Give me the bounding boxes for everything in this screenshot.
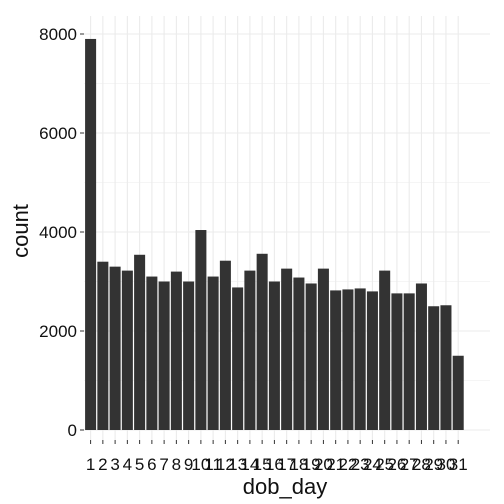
x-tick-label: 16 [265, 455, 284, 474]
x-tick-label: 21 [326, 455, 345, 474]
x-tick-label: 28 [412, 455, 431, 474]
x-tick-label: 23 [351, 455, 370, 474]
bar-6 [146, 276, 158, 430]
bar-11 [207, 276, 219, 430]
bar-8 [170, 271, 182, 430]
x-axis-title: dob_day [243, 474, 327, 499]
bar-23 [354, 288, 366, 430]
x-tick-label: 27 [400, 455, 419, 474]
bar-13 [232, 287, 244, 430]
x-tick-label: 30 [436, 455, 455, 474]
x-tick-label: 5 [135, 455, 144, 474]
bar-18 [293, 277, 305, 430]
bar-30 [440, 305, 452, 430]
bar-22 [342, 289, 354, 430]
x-tick-label: 25 [375, 455, 394, 474]
bar-2 [97, 261, 109, 430]
x-tick-label: 12 [216, 455, 235, 474]
x-tick-label: 20 [314, 455, 333, 474]
bar-4 [121, 270, 133, 430]
x-tick-label: 26 [387, 455, 406, 474]
bar-31 [452, 355, 464, 430]
bar-10 [195, 230, 207, 430]
x-tick-label: 9 [184, 455, 193, 474]
x-tick-label: 18 [289, 455, 308, 474]
x-tick-label: 29 [424, 455, 443, 474]
bar-25 [379, 270, 391, 430]
x-tick-label: 3 [110, 455, 119, 474]
y-tick-label: 2000 [39, 322, 77, 341]
bar-5 [134, 254, 146, 430]
x-tick-label: 11 [204, 455, 222, 474]
y-tick-label: 6000 [39, 124, 77, 143]
bar-28 [415, 283, 427, 430]
bar-14 [244, 270, 256, 430]
x-tick-label: 8 [172, 455, 181, 474]
bar-9 [183, 281, 195, 430]
bar-19 [305, 283, 317, 430]
x-tick-label: 14 [240, 455, 259, 474]
bar-1 [85, 38, 97, 430]
x-tick-label: 19 [302, 455, 321, 474]
bar-12 [219, 260, 231, 430]
bar-27 [403, 293, 415, 430]
bar-29 [428, 306, 440, 430]
bars-layer [85, 38, 464, 430]
bar-20 [317, 268, 329, 430]
bar-16 [268, 281, 280, 430]
x-tick-label: 13 [228, 455, 247, 474]
bar-15 [256, 253, 268, 430]
bar-24 [366, 291, 378, 430]
x-tick-label: 7 [159, 455, 168, 474]
x-tick-label: 10 [191, 455, 210, 474]
y-tick-label: 8000 [39, 25, 77, 44]
x-tick-label: 2 [98, 455, 107, 474]
bar-7 [158, 281, 170, 430]
x-tick-label: 6 [147, 455, 156, 474]
bar-26 [391, 293, 403, 430]
bar-3 [109, 266, 121, 430]
y-axis-title: count [8, 204, 33, 258]
y-tick-label: 0 [68, 421, 77, 440]
x-tick-label: 22 [338, 455, 357, 474]
bar-21 [330, 290, 342, 430]
bar-17 [281, 268, 293, 430]
x-tick-label: 17 [277, 455, 296, 474]
x-tick-label: 4 [123, 455, 132, 474]
x-tick-label: 24 [363, 455, 382, 474]
y-tick-label: 4000 [39, 223, 77, 242]
x-tick-label: 1 [86, 455, 95, 474]
x-tick-label: 31 [449, 455, 468, 474]
x-tick-label: 15 [253, 455, 272, 474]
